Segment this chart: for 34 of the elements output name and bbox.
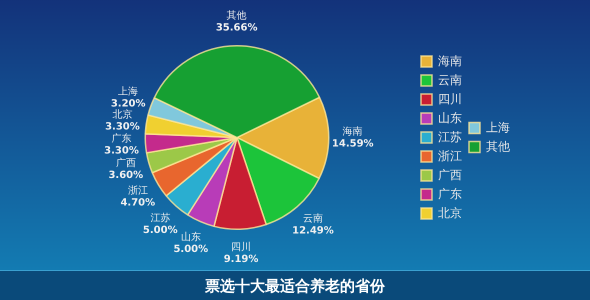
data-label: 4.70% bbox=[120, 198, 156, 209]
slice-label: 北京 bbox=[112, 108, 132, 121]
legend-label: 云南 bbox=[438, 72, 462, 87]
data-label: 5.00% bbox=[173, 244, 208, 256]
slice-label: 江苏 bbox=[150, 212, 170, 224]
data-label: 35.66% bbox=[216, 22, 258, 34]
legend-label: 浙江 bbox=[438, 148, 462, 163]
legend-label: 上海 bbox=[486, 120, 510, 134]
data-label: 3.20% bbox=[110, 98, 146, 110]
legend-label: 北京 bbox=[438, 206, 462, 220]
slice-label: 海南 bbox=[342, 126, 363, 138]
slice-label: 四川 bbox=[231, 240, 252, 253]
data-label: 3.30% bbox=[104, 146, 139, 156]
data-label: 12.49% bbox=[292, 225, 334, 236]
slice-label: 广西 bbox=[116, 157, 136, 170]
data-label: 9.19% bbox=[224, 254, 258, 265]
legend-label: 广西 bbox=[438, 168, 462, 182]
data-label: 3.60% bbox=[108, 170, 144, 182]
slice-label: 上海 bbox=[118, 86, 138, 98]
legend-label: 其他 bbox=[486, 139, 510, 154]
data-label: 14.59% bbox=[332, 138, 374, 150]
legend-label: 江苏 bbox=[438, 130, 462, 144]
slice-label: 其他 bbox=[226, 9, 247, 22]
slice-label: 云南 bbox=[302, 212, 323, 224]
text: 票选十大最适合养老的省份 bbox=[0, 270, 590, 300]
data-label: 5.00% bbox=[142, 224, 178, 236]
slice-label: 山东 bbox=[180, 231, 201, 244]
legend-label: 四川 bbox=[438, 92, 462, 106]
legend-label: 海南 bbox=[438, 54, 462, 68]
slice-label: 广东 bbox=[111, 132, 132, 144]
slice-label: 浙江 bbox=[128, 184, 148, 197]
legend-label: 广东 bbox=[438, 186, 462, 201]
legend-label: 山东 bbox=[438, 110, 462, 125]
data-label: 3.30% bbox=[105, 122, 140, 133]
